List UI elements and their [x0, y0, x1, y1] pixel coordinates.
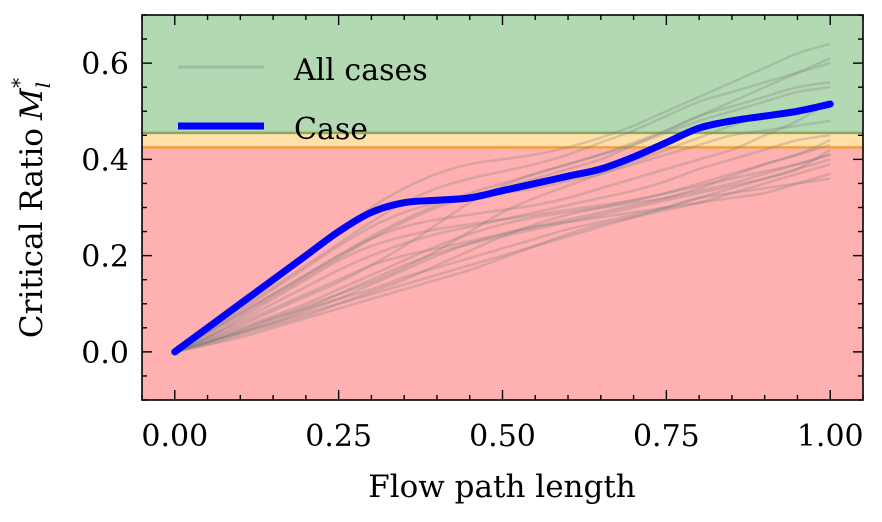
x-tick-label: 0.75 [633, 419, 700, 454]
legend-label-all-cases: All cases [293, 53, 428, 88]
all-cases-line-4 [174, 153, 831, 354]
y-axis-label-subscript: l [31, 82, 55, 88]
case-series [171, 100, 834, 356]
all-cases-line-15 [174, 153, 831, 354]
case-line [171, 100, 834, 356]
all-cases-line-2 [174, 172, 831, 354]
x-tick-label: 0.00 [141, 419, 208, 454]
x-axis-label: Flow path length [368, 469, 636, 505]
legend-label-case: Case [294, 112, 368, 147]
y-axis-label: Critical Ratio Ml* [7, 78, 55, 338]
all-cases-line-12 [174, 61, 831, 353]
y-tick-label: 0.2 [81, 240, 129, 275]
y-axis-label-superscript: * [7, 78, 31, 88]
all-cases-line-9 [174, 105, 831, 354]
x-tick-label: 1.00 [797, 419, 864, 454]
all-cases-line-0 [174, 177, 831, 354]
all-cases-line-17 [174, 143, 831, 354]
y-axis-label-text: Critical Ratio [14, 128, 50, 338]
all-cases-line-3 [174, 162, 831, 354]
y-axis-label-symbol: M [14, 87, 50, 121]
all-cases-line-16 [174, 134, 831, 354]
y-tick-label: 0.4 [81, 143, 129, 178]
all-cases-line-6 [174, 138, 831, 354]
x-tick-label: 0.50 [469, 419, 536, 454]
x-tick-label: 0.25 [305, 419, 372, 454]
all-cases-line-1 [174, 158, 831, 354]
all-cases-line-7 [174, 100, 831, 353]
axis-ticks: 0.00 0.25 0.50 0.75 1.00 0.0 0.2 0.4 0.6 [81, 14, 864, 454]
all-cases-line-10 [174, 85, 831, 354]
all-cases-line-5 [174, 148, 831, 354]
all-cases-line-14 [174, 57, 831, 353]
band-0 [142, 15, 863, 133]
y-tick-label: 0.6 [81, 47, 129, 82]
y-tick-label: 0.0 [81, 336, 129, 371]
legend: All cases Case [178, 53, 428, 147]
